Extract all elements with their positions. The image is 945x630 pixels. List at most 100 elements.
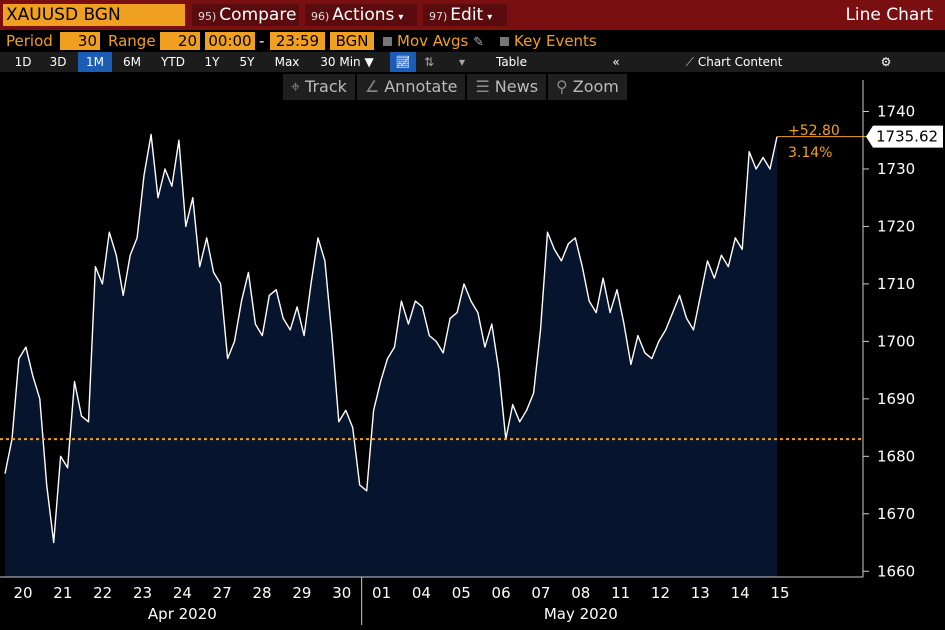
x-tick-label: 29	[292, 584, 311, 602]
timeframe-bar: 1D 3D 1M 6M YTD 1Y 5Y Max 30 Min ▼ 📈︎ ⇅ …	[0, 52, 945, 72]
x-tick-label: 30	[332, 584, 351, 602]
actions-caret-icon: ▾	[398, 12, 404, 23]
x-tick-label: 27	[213, 584, 232, 602]
x-tick-label: 14	[731, 584, 750, 602]
x-tick-label: 21	[53, 584, 72, 602]
window-title: Line Chart	[845, 5, 933, 25]
y-tick-label: 1730	[877, 160, 915, 178]
range-label: Range	[108, 32, 156, 50]
y-tick-label: 1710	[877, 275, 915, 293]
edit-menu[interactable]: 97) Edit ▾	[423, 4, 507, 26]
news-button[interactable]: ☰ News	[467, 74, 547, 100]
mov-avgs-checkbox-icon	[383, 37, 392, 46]
area-fill	[5, 134, 777, 577]
chart-content-icon: ⟋	[685, 55, 698, 69]
magnifier-icon: ⚲	[556, 77, 568, 96]
x-tick-label: 15	[770, 584, 789, 602]
y-tick-label: 1660	[877, 562, 915, 580]
x-tick-label: 22	[93, 584, 112, 602]
change-label: +52.80	[788, 123, 840, 139]
timeframe-button-5y[interactable]: 5Y	[239, 55, 255, 69]
edit-menu-label: Edit	[450, 5, 484, 25]
interval-dropdown[interactable]: 30 Min ▼	[312, 52, 382, 72]
time-separator: -	[259, 32, 265, 50]
track-label: Track	[305, 77, 347, 96]
start-time-field[interactable]: 00:00	[205, 32, 255, 50]
x-tick-label: 12	[651, 584, 670, 602]
chart-type-caret-icon[interactable]: ▾	[458, 55, 466, 69]
period-field[interactable]: 30	[60, 32, 100, 50]
collapse-icon[interactable]: «	[612, 55, 620, 69]
key-events-checkbox-icon	[500, 37, 509, 46]
y-tick-label: 1670	[877, 505, 915, 523]
pricing-source-field[interactable]: BGN	[330, 32, 374, 50]
compare-menu-num: 95)	[198, 10, 217, 23]
gear-icon[interactable]: ⚙	[880, 55, 892, 69]
actions-menu-label: Actions	[332, 5, 395, 25]
compare-menu-label: Compare	[219, 5, 297, 25]
chart-content-label: Chart Content	[697, 55, 783, 69]
y-tick-label: 1740	[877, 102, 915, 120]
x-tick-label: 24	[173, 584, 192, 602]
end-time-field[interactable]: 23:59	[270, 32, 325, 50]
chart-toolbar: ⌖ Track ∠ Annotate ☰ News ⚲ Zoom	[283, 74, 627, 100]
mov-avgs-label: Mov Avgs	[397, 32, 469, 50]
month-label-apr: Apr 2020	[148, 605, 217, 623]
x-tick-label: 07	[531, 584, 550, 602]
y-tick-label: 1680	[877, 447, 915, 465]
last-value-box	[866, 125, 943, 148]
timeframe-button-3d[interactable]: 3D	[49, 55, 67, 69]
timeframe-button-1y[interactable]: 1Y	[204, 55, 220, 69]
x-tick-label: 28	[253, 584, 272, 602]
annotate-label: Annotate	[384, 77, 458, 96]
timeframe-button-1d[interactable]: 1D	[14, 55, 32, 69]
crosshair-icon: ⌖	[291, 77, 301, 96]
annotate-button[interactable]: ∠ Annotate	[356, 74, 466, 100]
news-label: News	[494, 77, 539, 96]
x-tick-label: 01	[372, 584, 391, 602]
mov-avgs-toggle[interactable]: Mov Avgs ✎	[383, 30, 484, 54]
parameters-bar: Period 30 Range 20 00:00 - 23:59 BGN Mov…	[0, 30, 945, 52]
table-button[interactable]: Table	[495, 55, 528, 69]
timeframe-button-ytd[interactable]: YTD	[161, 55, 185, 69]
x-tick-label: 11	[611, 584, 630, 602]
period-label: Period	[6, 32, 53, 50]
interval-caret-icon: ▼	[364, 55, 374, 69]
key-events-toggle[interactable]: Key Events	[500, 30, 597, 52]
y-axis: 1660 1670 1680 1690 1700 1710 1720 1730 1740 1735…	[862, 80, 943, 580]
actions-menu-num: 96)	[311, 10, 330, 23]
range-field[interactable]: 20	[160, 32, 200, 50]
compare-menu[interactable]: 95) Compare	[192, 4, 299, 26]
x-tick-label: 04	[412, 584, 431, 602]
x-tick-label: 08	[571, 584, 590, 602]
plot-area: +52.80 3.14%	[0, 123, 873, 577]
x-tick-label: 20	[13, 584, 32, 602]
x-tick-label: 05	[452, 584, 471, 602]
change-percent-label: 3.14%	[788, 145, 832, 161]
month-label-may: May 2020	[544, 605, 618, 623]
x-tick-label: 23	[133, 584, 152, 602]
price-line	[4, 133, 778, 544]
line-chart-type-icon[interactable]: 📈︎	[390, 52, 416, 72]
y-tick-label: 1690	[877, 390, 915, 408]
chart-content-button[interactable]: ⟋ Chart Content	[674, 52, 794, 72]
pencil-icon[interactable]: ✎	[473, 35, 485, 50]
security-field[interactable]: XAUUSD BGN Curncy	[3, 4, 185, 47]
news-icon: ☰	[475, 77, 490, 96]
actions-menu[interactable]: 96) Actions ▾	[305, 4, 417, 26]
title-bar: XAUUSD BGN Curncy 95)Compare 96)Actions▾…	[0, 0, 945, 47]
edit-caret-icon: ▾	[487, 12, 493, 23]
timeframe-button-1m[interactable]: 1M	[78, 52, 112, 72]
x-tick-label: 06	[492, 584, 511, 602]
edit-menu-num: 97)	[429, 10, 448, 23]
timeframe-button-max[interactable]: Max	[274, 55, 300, 69]
bar-chart-type-icon[interactable]: ⇅	[423, 55, 435, 69]
timeframe-button-6m[interactable]: 6M	[123, 55, 141, 69]
x-tick-label: 13	[691, 584, 710, 602]
interval-label: 30 Min	[320, 55, 361, 69]
annotate-icon: ∠	[364, 77, 380, 96]
track-button[interactable]: ⌖ Track	[283, 74, 355, 100]
zoom-button[interactable]: ⚲ Zoom	[548, 74, 627, 100]
x-axis: 20 21 22 23 24 27 28 29 30 01 04 05 06 07 08 11 12 13 14 15…	[0, 576, 863, 625]
